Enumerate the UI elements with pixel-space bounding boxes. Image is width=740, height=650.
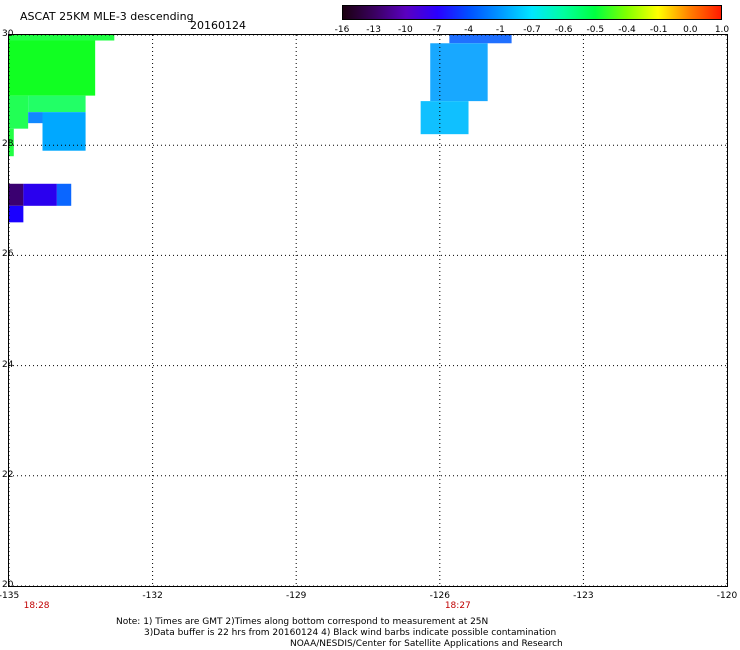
colorbar-tick-label: -0.7 [523, 25, 541, 35]
data-cell [23, 183, 57, 206]
x-axis-tick-label: -126 [429, 591, 451, 601]
footer-note-line1: Note: 1) Times are GMT 2)Times along bot… [116, 617, 489, 627]
colorbar-tick-label: -4 [464, 25, 474, 35]
colorbar [342, 5, 722, 20]
data-cell [28, 112, 43, 124]
data-cell [9, 40, 96, 96]
data-cell [9, 183, 24, 206]
colorbar-tick-label: -1 [495, 25, 505, 35]
map-plot-area [8, 34, 728, 587]
data-cell [449, 35, 512, 44]
data-cell [56, 183, 72, 206]
colorbar-tick-label: -0.1 [649, 25, 668, 35]
colorbar-tick-label: 1.0 [714, 25, 730, 35]
y-axis-tick-label: 24 [2, 359, 14, 370]
x-axis-tick-label: -129 [285, 591, 307, 601]
colorbar-tick-label: -10 [397, 25, 413, 35]
data-cell [9, 35, 115, 41]
x-axis-tick-label: -123 [573, 591, 594, 601]
time-label: 18:27 [444, 601, 471, 611]
colorbar-tick-label: -7 [432, 25, 442, 35]
data-cell [430, 43, 488, 102]
y-axis-tick-label: 26 [2, 249, 14, 260]
y-axis-tick-label: 30 [2, 29, 14, 39]
colorbar-tick-label: 0.0 [683, 25, 698, 35]
colorbar-tick-label: -0.4 [618, 25, 636, 35]
y-axis-tick-label: 22 [2, 469, 14, 480]
chart-date: 20160124 [190, 19, 246, 32]
y-axis-tick-label: 28 [2, 139, 14, 150]
y-axis-tick-label: 20 [2, 580, 14, 590]
x-axis-tick-label: -132 [142, 591, 163, 601]
time-label: 18:28 [23, 601, 50, 611]
chart-title: ASCAT 25KM MLE-3 descending [20, 10, 194, 23]
colorbar-tick-label: -16 [334, 25, 350, 35]
data-cell [42, 112, 86, 151]
x-axis-tick-label: -135 [0, 591, 20, 601]
footer-note-line2: 3)Data buffer is 22 hrs from 20160124 4)… [144, 628, 557, 638]
data-cell [9, 95, 29, 129]
data-cell [9, 128, 14, 157]
colorbar-tick-label: -0.5 [586, 25, 605, 35]
data-cell [420, 101, 469, 135]
map-svg [9, 35, 727, 586]
colorbar-tick-label: -0.6 [554, 25, 573, 35]
footer-credit: NOAA/NESDIS/Center for Satellite Applica… [290, 639, 563, 649]
data-cell [28, 95, 86, 113]
colorbar-tick-label: -13 [366, 25, 382, 35]
x-axis-tick-label: -120 [716, 591, 738, 601]
data-cell [9, 205, 24, 223]
